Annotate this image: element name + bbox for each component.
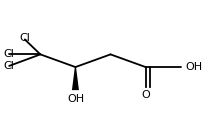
Text: OH: OH [67, 94, 84, 104]
Text: OH: OH [186, 62, 203, 72]
Text: Cl: Cl [3, 61, 14, 71]
Text: Cl: Cl [19, 33, 30, 43]
Polygon shape [72, 67, 79, 90]
Text: Cl: Cl [3, 49, 14, 59]
Text: O: O [141, 90, 150, 100]
